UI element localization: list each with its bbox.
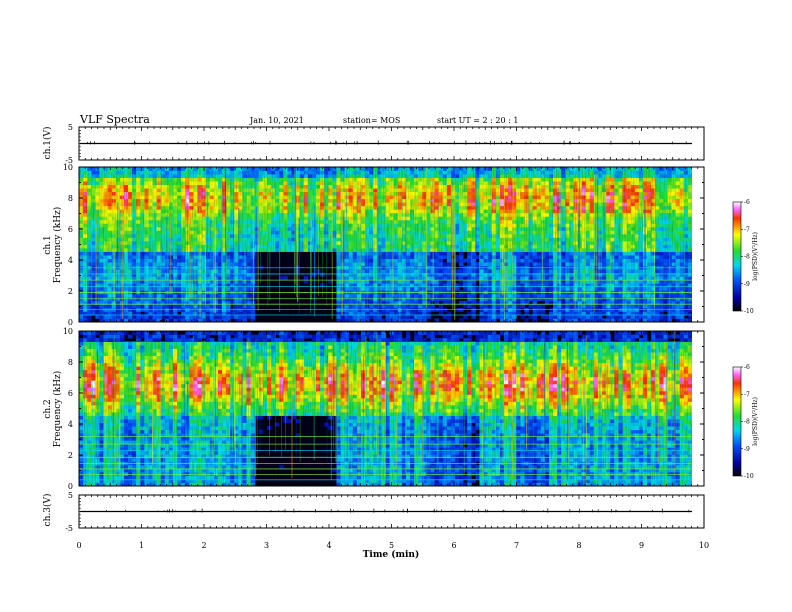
x-tick-label: 6 — [451, 541, 456, 550]
ch2-spectrogram-ytick-label: 6 — [68, 389, 73, 398]
x-tick-label: 9 — [639, 541, 644, 550]
ch1-spectrogram-ytick-label: 8 — [68, 194, 73, 203]
x-tick-label: 7 — [514, 541, 519, 550]
colorbar-ch2-tick-label: -9 — [744, 446, 750, 453]
colorbar-ch2-tick-label: -6 — [744, 364, 750, 371]
ch1-spectrogram-ytick-label: 6 — [68, 225, 73, 234]
x-tick-label: 1 — [139, 541, 144, 550]
ch1-spectrogram-ytick-label: 10 — [63, 163, 73, 172]
ch1-spec-ylabel-frequency: Frequency (kHz) — [52, 207, 63, 284]
ch1-spectrogram-ytick-label: 4 — [68, 256, 73, 265]
ch2-spec-ylabel-channel: ch.2 — [43, 399, 53, 418]
colorbar-ch1-title: log(PSD)(V²/Hz) — [752, 232, 759, 281]
ch2-spectrogram-ytick-label: 10 — [63, 327, 73, 336]
colorbar-ch1-tick-label: -9 — [744, 281, 750, 288]
x-axis-title: Time (min) — [363, 549, 420, 560]
ch1-spectrogram-blank-end — [692, 167, 704, 322]
x-tick-label: 10 — [699, 541, 709, 550]
colorbar-ch2-tick-label: -7 — [744, 391, 750, 398]
ch2-spectrogram-blank-end — [692, 331, 704, 486]
colorbar-ch1-tick-label: -7 — [744, 226, 750, 233]
x-tick-label: 3 — [264, 541, 269, 550]
ch3-waveform-panel: 5 -5 — [65, 491, 705, 533]
ch1-spectrogram-panel: 0 2 4 6 8 10 — [63, 163, 705, 327]
ch3-waveform-ytick-label: -5 — [65, 524, 73, 533]
colorbar-ch1: -6 -7 -8 -9 -10 log(PSD)(V²/Hz) — [732, 199, 759, 315]
colorbar-ch1-gradient — [732, 201, 742, 312]
colorbar-ch2-gradient — [732, 366, 742, 477]
x-tick-label: 4 — [326, 541, 331, 550]
ch2-spectrogram-ytick-label: 4 — [68, 420, 73, 429]
date-label: Jan. 10, 2021 — [249, 116, 304, 125]
x-tick-label: 8 — [576, 541, 581, 550]
colorbar-ch2-title: log(PSD)(V²/Hz) — [752, 397, 759, 446]
ch2-spectrogram-ytick-label: 0 — [68, 482, 73, 491]
ch2-spec-ylabel-frequency: Frequency (kHz) — [52, 371, 63, 448]
colorbar-ch1-tick-label: -10 — [744, 308, 754, 315]
ch1-waveform-panel: 5 -5 — [65, 123, 705, 165]
ch1-waveform-ytick-label: 5 — [68, 123, 73, 132]
colorbar-ch2-tick-label: -10 — [744, 473, 754, 480]
colorbar-ch2-tick-label: -8 — [744, 419, 750, 426]
ch2-spectrogram-ytick-label: 2 — [68, 451, 73, 460]
colorbar-ch2: -6 -7 -8 -9 -10 log(PSD)(V²/Hz) — [732, 364, 759, 480]
ch2-spectrogram-ytick-label: 8 — [68, 358, 73, 367]
ch1-spectrogram-ytick-label: 2 — [68, 287, 73, 296]
x-tick-label: 2 — [201, 541, 206, 550]
x-tick-label: 0 — [76, 541, 81, 550]
ch1-waveform-ytick-label: -5 — [65, 156, 73, 165]
ch1-ylabel: ch.1(V) — [42, 127, 53, 160]
x-tick-label: 5 — [389, 541, 394, 550]
ch3-waveform-ytick-label: 5 — [68, 491, 73, 500]
ch2-spectrogram-noise — [79, 331, 692, 486]
ch1-spec-ylabel-channel: ch.1 — [43, 235, 53, 254]
colorbar-ch1-tick-label: -6 — [744, 199, 750, 206]
station-label: station= MOS — [343, 116, 400, 125]
ch2-spectrogram-panel: 0 2 4 6 8 10 — [63, 327, 705, 491]
start-time-label: start UT = 2 : 20 : 1 — [437, 116, 518, 125]
figure-title: VLF Spectra — [79, 113, 150, 126]
ch1-spectrogram-ytick-label: 0 — [68, 318, 73, 327]
ch3-ylabel: ch.3(V) — [42, 494, 53, 527]
ch1-spectrogram-noise — [79, 167, 692, 322]
colorbar-ch1-tick-label: -8 — [744, 254, 750, 261]
x-axis: 0 1 2 3 4 5 6 7 8 9 10 — [76, 541, 709, 550]
